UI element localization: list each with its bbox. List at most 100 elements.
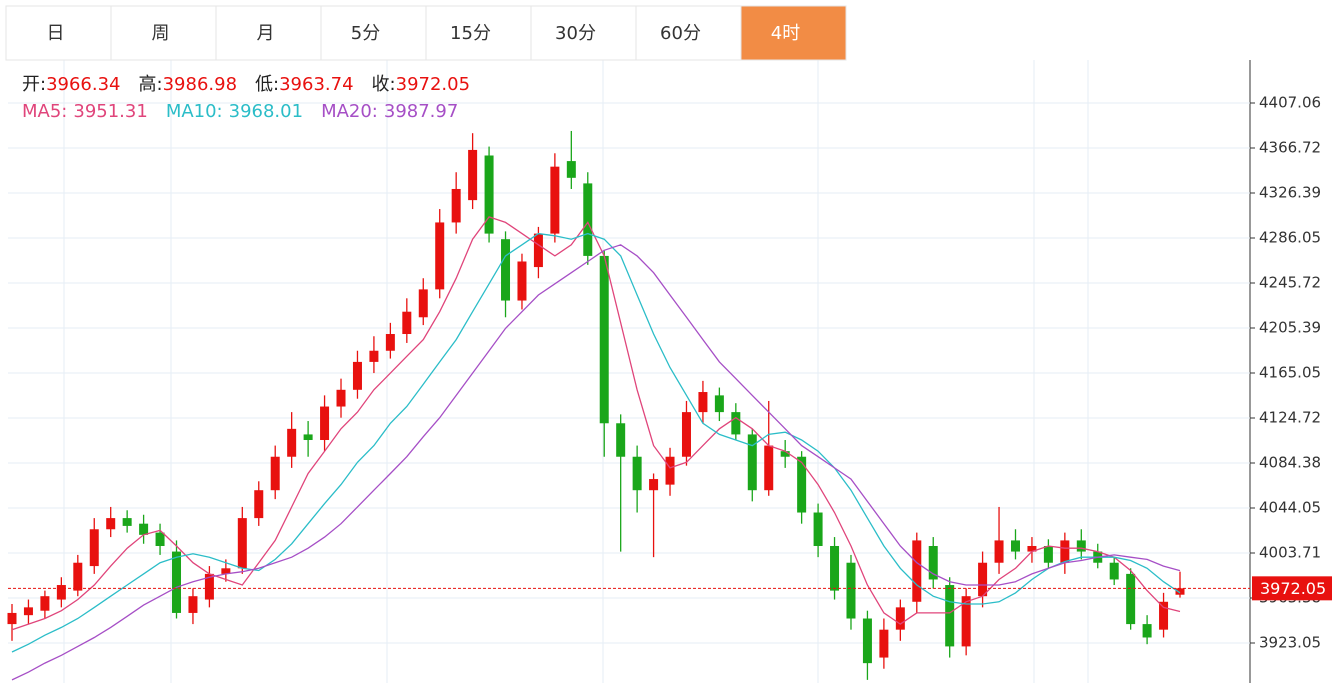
candle-body <box>928 545 938 580</box>
candle-body <box>945 585 955 647</box>
candle-body <box>385 334 395 351</box>
candle-body <box>40 596 50 611</box>
y-tick-label: 4286.05 <box>1259 229 1321 247</box>
candle-body <box>122 518 132 526</box>
candle-body <box>320 406 330 441</box>
candle-body <box>1126 573 1136 625</box>
y-tick-label: 4084.38 <box>1259 454 1321 472</box>
candle-body <box>221 568 231 574</box>
candle-body <box>649 479 659 491</box>
tab-label[interactable]: 60分 <box>660 23 701 44</box>
candle-body <box>797 456 807 513</box>
candle-body <box>172 551 182 613</box>
candle-body <box>764 445 774 491</box>
candle-body <box>665 456 675 485</box>
y-tick-label: 4407.06 <box>1259 93 1321 111</box>
candle-body <box>1142 624 1152 638</box>
candle-body <box>73 562 83 591</box>
candle-body <box>994 540 1004 563</box>
candle-body <box>830 545 840 591</box>
y-tick-label: 3923.05 <box>1259 634 1321 652</box>
candle-body <box>501 239 511 301</box>
candle-body <box>879 629 889 658</box>
candle-body <box>270 456 280 491</box>
candle-body <box>336 389 346 407</box>
ma-line <box>11 232 1181 653</box>
tab-label[interactable]: 15分 <box>450 23 491 44</box>
candle-body <box>517 261 527 301</box>
candle-body <box>1027 545 1037 552</box>
candle-body <box>237 518 247 569</box>
tab[interactable] <box>740 5 847 61</box>
candle-body <box>89 529 99 567</box>
candle-body <box>352 361 362 390</box>
candle-body <box>862 618 872 664</box>
candle-body <box>698 392 708 413</box>
y-tick-label: 4044.05 <box>1259 499 1321 517</box>
candle-body <box>583 183 593 256</box>
quote-label: 开: <box>22 74 46 95</box>
candle-body <box>533 233 543 268</box>
tab-label[interactable]: 日 <box>47 23 65 44</box>
candle-body <box>1060 540 1070 563</box>
candle-body <box>484 155 494 234</box>
quote-info: 开:3966.34 高:3986.98 低:3963.74 收:3972.05 <box>22 74 470 95</box>
candle-body <box>846 562 856 619</box>
candle-body <box>1175 588 1185 595</box>
candle-body <box>1076 540 1086 552</box>
tab-label[interactable]: 30分 <box>555 23 596 44</box>
tab-label[interactable]: 周 <box>152 23 170 44</box>
candle-body <box>961 596 971 647</box>
candle-body <box>780 451 790 457</box>
candle-body <box>402 311 412 335</box>
quote-label: 收: <box>372 74 396 95</box>
last-price-tag <box>1252 576 1332 601</box>
candle-body <box>139 523 149 535</box>
candle-body <box>632 456 642 491</box>
tab[interactable] <box>5 5 112 61</box>
tab[interactable] <box>110 5 217 61</box>
candle-body <box>451 188 461 223</box>
candle-body <box>550 166 560 234</box>
candle-body <box>599 255 609 424</box>
candle-body <box>978 562 988 597</box>
tab-label[interactable]: 4时 <box>771 23 800 44</box>
tab-label[interactable]: 5分 <box>351 23 380 44</box>
y-tick-label: 4205.39 <box>1259 318 1321 336</box>
ma-value: 3951.31 <box>73 101 147 122</box>
candle-body <box>435 222 445 290</box>
quote-value: 3986.98 <box>163 74 237 95</box>
candle-body <box>155 532 165 546</box>
candle-body <box>681 412 691 457</box>
y-tick-label: 4165.05 <box>1259 364 1321 382</box>
quote-value: 3966.34 <box>46 74 120 95</box>
candle-body <box>106 518 116 530</box>
candle-body <box>1159 601 1169 630</box>
y-tick-label: 4245.72 <box>1259 274 1321 292</box>
candle-body <box>714 395 724 413</box>
candle-body <box>895 607 905 630</box>
ma-line <box>11 216 1181 631</box>
candle-body <box>369 350 379 362</box>
tab[interactable] <box>530 5 637 61</box>
ma-value: 3968.01 <box>229 101 303 122</box>
candle-body <box>1109 562 1119 580</box>
candle-body <box>731 412 741 435</box>
last-price-label: 3972.05 <box>1260 579 1326 598</box>
tab-label[interactable]: 月 <box>257 23 275 44</box>
candle-body <box>204 573 214 600</box>
candle-body <box>912 540 922 602</box>
candle-body <box>188 596 198 613</box>
candle-body <box>7 612 17 625</box>
candle-body <box>1010 540 1020 552</box>
ma-name: MA10: <box>166 101 223 122</box>
y-tick-label: 4124.72 <box>1259 409 1321 427</box>
ma-value: 3987.97 <box>384 101 458 122</box>
candle-body <box>418 289 428 318</box>
y-tick-label: 4326.39 <box>1259 184 1321 202</box>
ma-line <box>11 244 1181 681</box>
tab[interactable] <box>635 5 742 61</box>
candle-body <box>254 490 264 519</box>
